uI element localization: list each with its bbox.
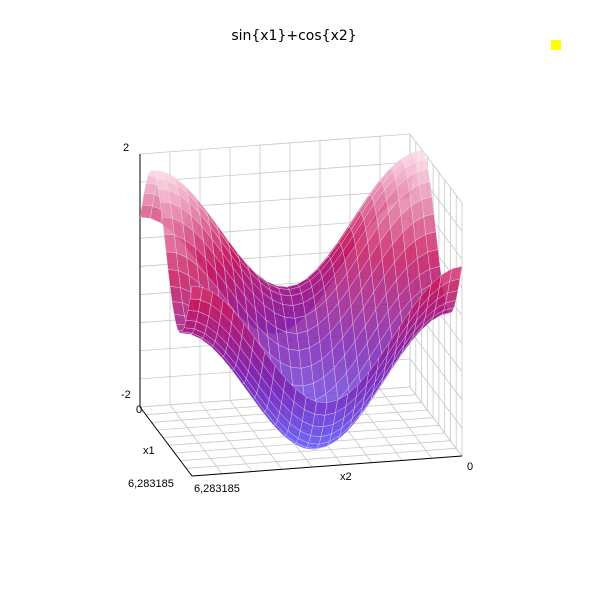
- surface-patch: [161, 216, 175, 236]
- surface-patch: [187, 298, 201, 312]
- surface-patch: [189, 285, 203, 301]
- wall-grid-line: [409, 330, 463, 401]
- surface-patch: [143, 182, 157, 195]
- surface-patch: [159, 201, 173, 219]
- floor-grid-line: [379, 388, 433, 459]
- wall-grid-line: [409, 386, 463, 457]
- wall-grid-line: [139, 133, 411, 155]
- x1-axis-line: [139, 406, 193, 477]
- x2-tick-end: 0: [467, 461, 473, 473]
- floor-grid-line: [180, 440, 451, 462]
- surface-patch: [165, 251, 179, 271]
- floor-grid-line: [169, 404, 223, 475]
- chart-title: sin{x1}+cos{x2}: [231, 28, 356, 44]
- x1-axis-label: x1: [143, 445, 155, 457]
- surface-patch: [139, 204, 153, 219]
- z-tick-max: 2: [123, 142, 129, 154]
- surface-patch: [185, 310, 199, 322]
- surface-patch: [163, 233, 177, 254]
- x2-axis-label: x2: [340, 471, 352, 483]
- surface-patch: [173, 314, 187, 326]
- wall-grid-line: [139, 161, 411, 183]
- surface-patch: [183, 319, 197, 330]
- x1-tick-end: 6,283185: [128, 478, 174, 490]
- floor-grid-line: [186, 447, 457, 469]
- wall-grid-line: [409, 358, 463, 429]
- x2-axis-line: [191, 455, 463, 477]
- floor-grid-line: [199, 402, 253, 472]
- wall-grid-line: [409, 133, 463, 204]
- surface-mesh: [139, 150, 463, 450]
- floor-grid-line: [229, 400, 283, 470]
- x2-tick-start: 6,283185: [194, 483, 240, 495]
- z-tick-min: -2: [121, 389, 131, 401]
- legend-marker: [551, 40, 561, 50]
- surface-patch: [157, 188, 171, 204]
- surface-patch: [155, 179, 169, 191]
- surface-patch: [171, 301, 185, 316]
- surface-patch: [169, 286, 183, 304]
- x1-tick-start: 0: [136, 404, 142, 416]
- surface-patch: [167, 269, 181, 288]
- surface-patch: [141, 192, 155, 207]
